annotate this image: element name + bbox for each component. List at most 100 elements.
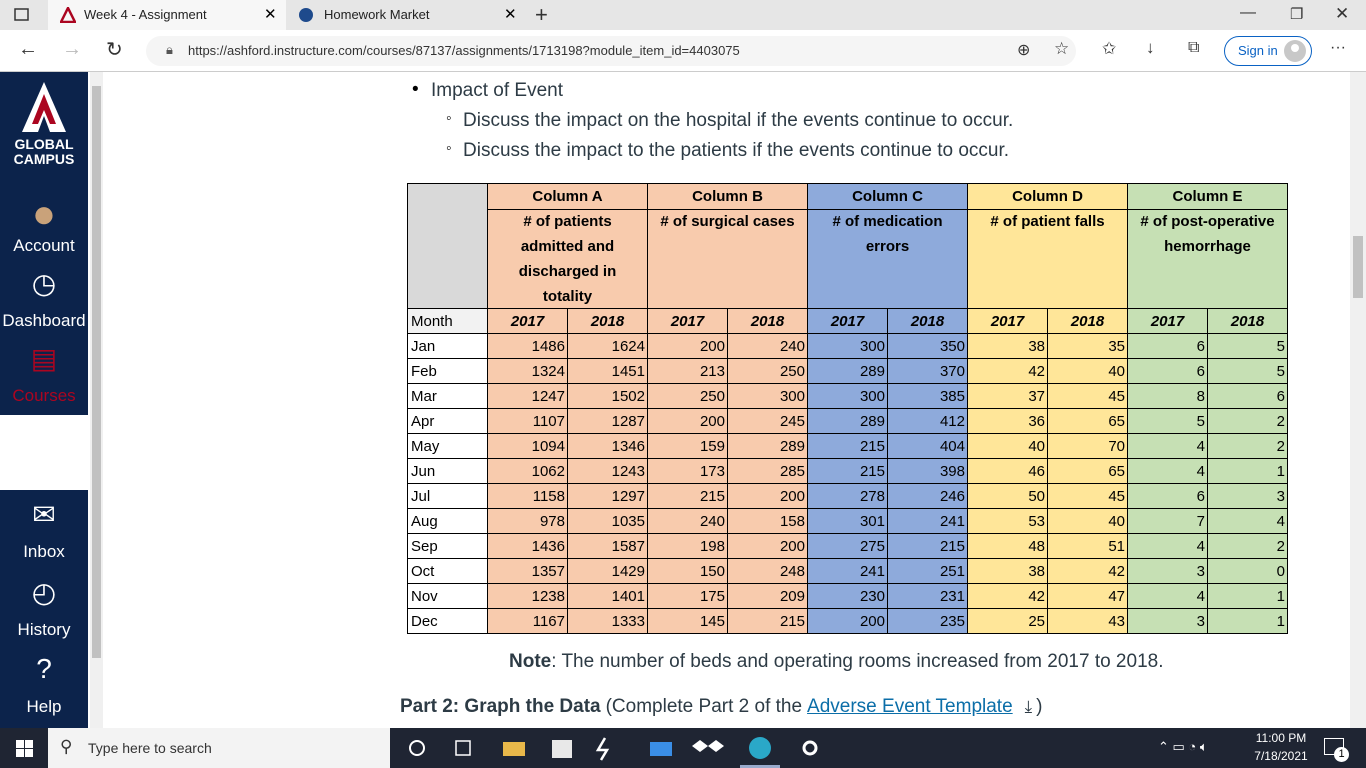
value-cell: 42 bbox=[968, 584, 1048, 609]
back[interactable]: ← bbox=[18, 38, 38, 60]
restore[interactable]: ❐ bbox=[1290, 6, 1304, 23]
value-cell: 241 bbox=[808, 559, 888, 584]
clock-date[interactable]: 7/18/2021 bbox=[1254, 749, 1308, 763]
value-cell: 1486 bbox=[488, 334, 568, 359]
nav-item[interactable]: Courses bbox=[12, 386, 76, 405]
value-cell: 1346 bbox=[568, 434, 648, 459]
column-header: Column E # of post-operative hemorrhage bbox=[1128, 184, 1288, 309]
value-cell: 37 bbox=[968, 384, 1048, 409]
year-header: 2017 bbox=[488, 309, 568, 334]
value-cell: 1238 bbox=[488, 584, 568, 609]
value-cell: 215 bbox=[648, 484, 728, 509]
value-cell: 289 bbox=[808, 409, 888, 434]
value-cell: 198 bbox=[648, 534, 728, 559]
year-header: 2018 bbox=[728, 309, 808, 334]
close-window[interactable]: ✕ bbox=[1335, 4, 1350, 23]
download-icon[interactable]: ⤓ bbox=[1024, 697, 1033, 716]
search-box[interactable] bbox=[48, 728, 390, 768]
column-subtitle: # of patients admitted and discharged in… bbox=[518, 213, 617, 305]
value-cell: 300 bbox=[808, 334, 888, 359]
tab-close[interactable]: ✕ bbox=[504, 6, 517, 23]
nav-item[interactable]: Dashboard bbox=[2, 311, 86, 330]
url-field[interactable] bbox=[146, 36, 1076, 66]
scroll-thumb[interactable] bbox=[1353, 236, 1363, 298]
value-cell: 2 bbox=[1208, 534, 1288, 559]
column-header: Column A # of patients admitted and disch… bbox=[488, 184, 648, 309]
header-divider bbox=[488, 209, 648, 210]
value-cell: 1587 bbox=[568, 534, 648, 559]
month-cell: Apr bbox=[408, 409, 488, 434]
page-scrollbar bbox=[1350, 72, 1366, 728]
collections[interactable]: ⧉ bbox=[1188, 39, 1200, 56]
taskbar-apps[interactable] bbox=[400, 728, 830, 768]
value-cell: 5 bbox=[1208, 334, 1288, 359]
value-cell: 159 bbox=[648, 434, 728, 459]
value-cell: 4 bbox=[1208, 509, 1288, 534]
part2-text: (Complete Part 2 of the bbox=[605, 696, 803, 717]
tab-favicon bbox=[60, 7, 76, 23]
value-cell: 241 bbox=[888, 509, 968, 534]
start-button[interactable] bbox=[16, 740, 33, 757]
active-tab-bg bbox=[48, 0, 286, 30]
value-cell: 1451 bbox=[568, 359, 648, 384]
value-cell: 3 bbox=[1128, 609, 1208, 634]
nav-item[interactable]: Help bbox=[26, 697, 62, 716]
month-cell: Feb bbox=[408, 359, 488, 384]
tab-close[interactable]: ✕ bbox=[264, 6, 277, 23]
zoom[interactable]: ⊕ bbox=[1017, 42, 1031, 59]
url[interactable]: https://ashford.instructure.com/courses/… bbox=[188, 43, 740, 58]
column-title: Column C bbox=[852, 188, 923, 205]
month-cell: Mar bbox=[408, 384, 488, 409]
tab[interactable]: Homework Market bbox=[324, 7, 430, 22]
column-title: Column D bbox=[1012, 188, 1083, 205]
nav-item[interactable]: History bbox=[17, 620, 71, 639]
search-icon: ⚲ bbox=[60, 737, 73, 756]
note: Note: The number of beds and operating r… bbox=[509, 651, 1163, 673]
value-cell: 245 bbox=[728, 409, 808, 434]
nav-icon: ● bbox=[31, 192, 57, 236]
sign-in-label[interactable]: Sign in bbox=[1238, 43, 1278, 58]
column-subtitle: # of surgical cases bbox=[660, 213, 795, 230]
minimize[interactable]: — bbox=[1240, 4, 1256, 21]
column-header: Column B # of surgical cases bbox=[648, 184, 808, 309]
value-cell: 1062 bbox=[488, 459, 568, 484]
favorite[interactable]: ☆ bbox=[1054, 39, 1070, 58]
part2: Part 2: Graph the Data (Complete Part 2 o… bbox=[400, 696, 1043, 718]
value-cell: 215 bbox=[888, 534, 968, 559]
nav-item[interactable]: Account bbox=[13, 236, 75, 255]
sub-bullet: Discuss the impact on the hospital if th… bbox=[463, 110, 1014, 131]
search-placeholder[interactable]: Type here to search bbox=[88, 740, 212, 756]
value-cell: 240 bbox=[728, 334, 808, 359]
favorites[interactable]: ✩ bbox=[1102, 39, 1117, 58]
month-cell: Nov bbox=[408, 584, 488, 609]
downloads[interactable]: ↓ bbox=[1146, 38, 1155, 57]
nav-icon: ▤ bbox=[30, 343, 58, 374]
value-cell: 1624 bbox=[568, 334, 648, 359]
forward[interactable]: → bbox=[62, 38, 82, 60]
clock-time[interactable]: 11:00 PM bbox=[1255, 731, 1307, 745]
value-cell: 289 bbox=[728, 434, 808, 459]
sign-in-button[interactable] bbox=[1224, 36, 1312, 66]
tray-icons[interactable]: ⌃ ▭ ◔ 🔈︎ bbox=[1158, 739, 1208, 754]
column-title: Column B bbox=[692, 188, 763, 205]
new-tab[interactable]: + bbox=[535, 2, 548, 27]
nav-item[interactable]: Calendar bbox=[9, 464, 79, 483]
nav-item[interactable]: Inbox bbox=[23, 542, 65, 561]
profile-icon bbox=[1284, 40, 1306, 62]
value-cell: 150 bbox=[648, 559, 728, 584]
value-cell: 1247 bbox=[488, 384, 568, 409]
refresh[interactable]: ↻ bbox=[106, 39, 123, 61]
value-cell: 246 bbox=[888, 484, 968, 509]
value-cell: 4 bbox=[1128, 459, 1208, 484]
menu[interactable]: ··· bbox=[1330, 39, 1346, 56]
tab[interactable]: Week 4 - Assignment bbox=[84, 7, 207, 22]
value-cell: 1 bbox=[1208, 459, 1288, 484]
value-cell: 1 bbox=[1208, 584, 1288, 609]
template-link[interactable]: Adverse Event Template bbox=[807, 696, 1013, 717]
value-cell: 50 bbox=[968, 484, 1048, 509]
note-text: : The number of beds and operating rooms… bbox=[551, 651, 1164, 672]
column-header: Column C # of medication errors bbox=[808, 184, 968, 309]
value-cell: 4 bbox=[1128, 584, 1208, 609]
